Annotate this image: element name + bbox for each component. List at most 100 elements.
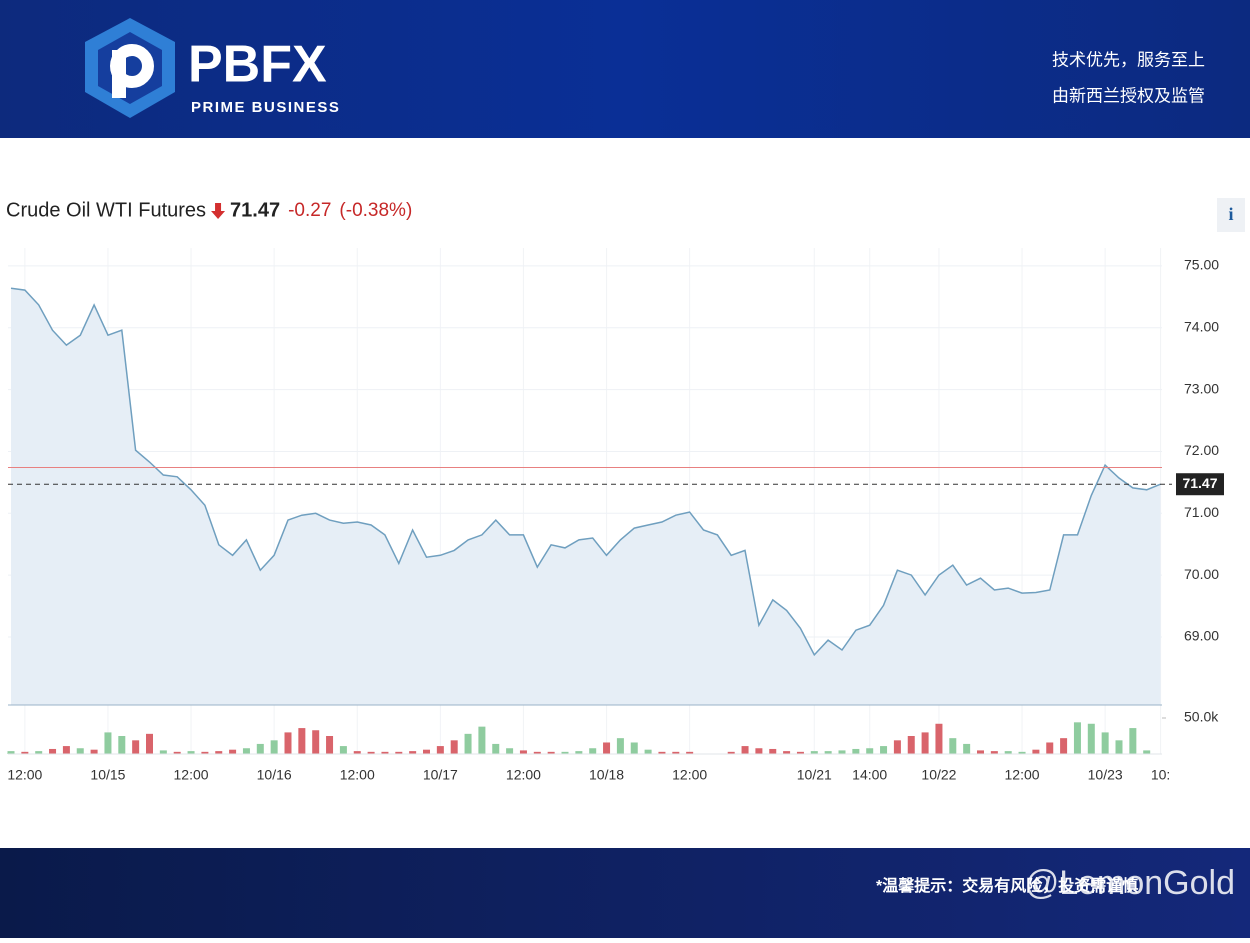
volume-bar bbox=[963, 743, 971, 754]
volume-bar bbox=[49, 748, 57, 754]
volume-bar bbox=[381, 751, 389, 754]
volume-bar bbox=[1115, 740, 1123, 754]
x-tick-label: 12:00 bbox=[7, 767, 42, 783]
header-bar bbox=[0, 0, 1250, 138]
volume-bar bbox=[907, 736, 915, 754]
volume-bar bbox=[1018, 751, 1026, 754]
volume-bar bbox=[104, 732, 112, 754]
volume-bar bbox=[893, 740, 901, 754]
volume-bar bbox=[229, 749, 237, 754]
volume-bar bbox=[796, 751, 804, 754]
volume-bar bbox=[727, 751, 735, 754]
volume-bar bbox=[880, 746, 888, 754]
x-tick-label: 14:00 bbox=[852, 767, 887, 783]
y-tick-label: 70.00 bbox=[1184, 566, 1219, 582]
x-tick-label: 12:00 bbox=[672, 767, 707, 783]
volume-bar bbox=[506, 748, 514, 754]
y-tick-label: 73.00 bbox=[1184, 380, 1219, 396]
volume-bar bbox=[533, 751, 541, 754]
x-tick-label: 12:00 bbox=[174, 767, 209, 783]
volume-bar bbox=[256, 743, 264, 754]
volume-bar bbox=[21, 751, 29, 754]
y-tick-label: 69.00 bbox=[1184, 628, 1219, 644]
volume-bar bbox=[644, 749, 652, 754]
y-tick-label: 74.00 bbox=[1184, 318, 1219, 334]
logo-text: PBFX bbox=[188, 36, 327, 94]
volume-bar bbox=[547, 751, 555, 754]
volume-bar bbox=[561, 751, 569, 754]
x-tick-label: 10/22 bbox=[921, 767, 956, 783]
x-tick-label: 10/16 bbox=[257, 767, 292, 783]
volume-bar bbox=[436, 746, 444, 754]
volume-bar bbox=[187, 751, 195, 754]
info-icon[interactable]: i bbox=[1228, 204, 1233, 224]
volume-bar bbox=[1046, 742, 1054, 754]
volume-bar bbox=[62, 746, 70, 754]
volume-bar bbox=[949, 738, 957, 754]
volume-bar bbox=[866, 748, 874, 754]
volume-bar bbox=[810, 751, 818, 754]
slogan: 技术优先，服务至上 bbox=[1052, 50, 1205, 69]
watermark: @LemonGold bbox=[1025, 864, 1235, 902]
x-tick-label: 12:00 bbox=[340, 767, 375, 783]
footer-bar bbox=[0, 848, 1250, 938]
volume-bar bbox=[824, 751, 832, 754]
price-change-pct: (-0.38%) bbox=[339, 200, 412, 221]
volume-bar bbox=[1129, 728, 1137, 754]
volume-bar bbox=[270, 740, 278, 754]
x-tick-label: 12:00 bbox=[1005, 767, 1040, 783]
volume-bar bbox=[1060, 738, 1068, 754]
volume-bar bbox=[783, 751, 791, 754]
y-tick-label: 75.00 bbox=[1184, 257, 1219, 273]
volume-bar bbox=[367, 751, 375, 754]
volume-bar bbox=[1143, 750, 1151, 754]
volume-bar bbox=[1032, 749, 1040, 754]
volume-bar bbox=[977, 750, 984, 754]
volume-bar bbox=[35, 751, 43, 754]
volume-bar bbox=[159, 750, 167, 754]
last-price-label: 71.47 bbox=[1182, 475, 1217, 491]
volume-bar bbox=[1101, 732, 1109, 754]
volume-bar bbox=[921, 732, 929, 754]
volume-bar bbox=[7, 751, 15, 754]
volume-bar bbox=[312, 730, 320, 754]
volume-bar bbox=[990, 751, 998, 754]
volume-bar bbox=[478, 726, 486, 754]
volume-bar bbox=[118, 736, 126, 754]
down-arrow bbox=[211, 203, 226, 219]
x-tick-label: 10/21 bbox=[797, 767, 832, 783]
volume-bar bbox=[492, 743, 500, 754]
x-tick-label: 10/18 bbox=[589, 767, 624, 783]
volume-bar bbox=[146, 733, 153, 754]
x-tick-label: 10/15 bbox=[90, 767, 125, 783]
volume-bar bbox=[215, 751, 223, 754]
price-change: -0.27 bbox=[288, 200, 331, 221]
volume-bar bbox=[852, 748, 860, 754]
x-tick-label: 10/17 bbox=[423, 767, 458, 783]
last-price-tag bbox=[1176, 473, 1224, 496]
info-button[interactable] bbox=[1217, 198, 1245, 232]
volume-bar bbox=[298, 728, 306, 754]
y-tick-label: 71.00 bbox=[1184, 504, 1219, 520]
chart: 12:00 10/15 12:00 10/16 12:00 10/17 12:00 10/18… bbox=[6, 199, 1224, 783]
volume-bar bbox=[450, 740, 458, 754]
y-tick-label: 50.0k bbox=[1184, 709, 1219, 725]
volume-bar bbox=[935, 723, 943, 754]
volume-bar bbox=[353, 751, 361, 754]
volume-bar bbox=[575, 751, 583, 754]
volume-bar bbox=[741, 746, 749, 754]
price-line bbox=[10, 287, 1161, 657]
volume-bar bbox=[1073, 722, 1081, 754]
chart-panel bbox=[0, 138, 1250, 848]
volume-bar bbox=[201, 751, 209, 754]
volume-bar bbox=[589, 748, 597, 754]
price-area bbox=[11, 288, 1161, 705]
volume-bar bbox=[603, 742, 611, 754]
volume-bar bbox=[326, 736, 334, 754]
volume-bar bbox=[173, 751, 181, 754]
volume-bar bbox=[395, 751, 403, 754]
x-tick-label: 10: bbox=[1151, 767, 1170, 783]
volume-bar bbox=[658, 751, 666, 754]
volume-bar bbox=[76, 748, 84, 754]
